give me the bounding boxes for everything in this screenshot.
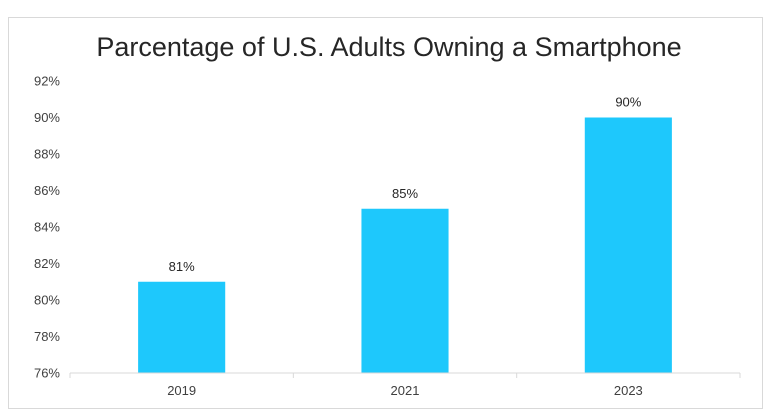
bar-2021: [361, 208, 449, 373]
y-tick-label: 84%: [34, 220, 60, 235]
bar-2023: [584, 117, 672, 373]
y-tick-label: 90%: [34, 110, 60, 125]
bar-2019: [138, 281, 226, 373]
y-tick-label: 82%: [34, 256, 60, 271]
x-tick-label-2023: 2023: [614, 383, 643, 398]
y-tick-label: 80%: [34, 293, 60, 308]
x-tick-label-2021: 2021: [391, 383, 420, 398]
data-label-2019: 81%: [169, 259, 195, 274]
data-label-2021: 85%: [392, 186, 418, 201]
y-tick-label: 86%: [34, 183, 60, 198]
y-tick-label: 88%: [34, 147, 60, 162]
data-labels: 81% 85% 90%: [169, 95, 642, 274]
y-tick-label: 78%: [34, 329, 60, 344]
x-tick-label-2019: 2019: [167, 383, 196, 398]
x-axis: 2019 2021 2023: [69, 373, 741, 398]
y-tick-label: 92%: [34, 74, 60, 89]
bars: [138, 117, 672, 373]
data-label-2023: 90%: [615, 95, 641, 110]
y-tick-label: 76%: [34, 366, 60, 381]
chart-title: Parcentage of U.S. Adults Owning a Smart…: [96, 32, 681, 62]
y-axis: 76% 78% 80% 82% 84% 86% 88% 90% 92%: [34, 74, 60, 381]
